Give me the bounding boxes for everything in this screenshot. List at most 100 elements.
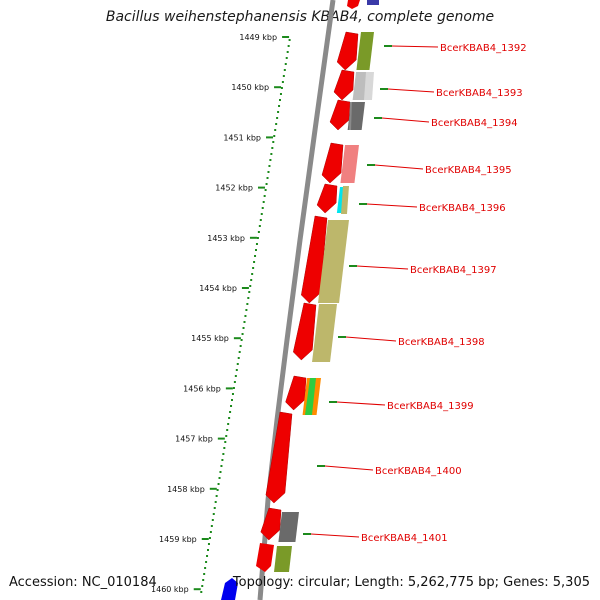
scale-dot	[229, 411, 232, 413]
scale-dot	[241, 333, 244, 335]
scale-dot	[239, 345, 242, 347]
gene-label[interactable]: BcerKBAB4_1400	[375, 466, 462, 477]
gene-label[interactable]: BcerKBAB4_1392	[440, 43, 527, 54]
scale-dot	[242, 327, 245, 329]
scale-dot	[207, 543, 210, 545]
cog-block	[356, 32, 374, 70]
scale-dot	[236, 363, 239, 365]
scale-dot	[204, 567, 207, 569]
cds-arrow-partial-blue	[221, 578, 238, 600]
gene-feature[interactable]	[329, 99, 365, 131]
scale-dot	[207, 549, 209, 551]
gene-feature[interactable]	[333, 69, 369, 101]
scale-dot	[269, 159, 272, 161]
scale-dot	[221, 459, 224, 461]
scale-dot	[231, 393, 234, 395]
gene-label[interactable]: BcerKBAB4_1401	[361, 533, 448, 544]
gene-label[interactable]: BcerKBAB4_1395	[425, 165, 512, 176]
scale-tick-label: 1459 kbp	[159, 535, 197, 544]
scale-dot	[280, 87, 283, 89]
scale-dot	[213, 507, 216, 509]
label-connector	[324, 465, 374, 471]
cog-stripe	[364, 72, 374, 100]
scale-dot	[261, 207, 264, 209]
cog-stripe	[305, 378, 316, 415]
scale-dot	[217, 483, 220, 485]
map-title: Bacillus weihenstephanensis KBAB4, compl…	[105, 9, 495, 25]
scale-dot	[220, 465, 223, 467]
scale-tick-label: 1453 kbp	[207, 234, 245, 243]
scale-dot	[215, 495, 218, 497]
scale-dot	[227, 423, 230, 425]
scale-tick-label: 1460 kbp	[151, 585, 189, 594]
gene-feature[interactable]	[301, 215, 349, 304]
scale-dot	[265, 183, 268, 185]
gene-label[interactable]: BcerKBAB4_1397	[410, 265, 497, 276]
scale-dot	[218, 477, 221, 479]
gene-feature[interactable]	[336, 31, 374, 71]
gene-feature[interactable]	[265, 411, 293, 504]
scale-dot	[235, 369, 238, 371]
gene-label[interactable]: BcerKBAB4_1394	[431, 118, 518, 129]
scale-dot	[247, 297, 250, 299]
scale-dot	[268, 165, 271, 167]
scale-dot	[255, 243, 258, 245]
gene-label[interactable]: BcerKBAB4_1396	[419, 203, 506, 214]
gene-feature[interactable]	[256, 543, 292, 572]
scale-dot	[208, 537, 211, 539]
cds-arrow	[285, 375, 307, 411]
scale-dot	[276, 117, 279, 119]
scale-dot	[230, 405, 233, 407]
cog-block	[312, 304, 337, 362]
gene-labels: BcerKBAB4_1392 BcerKBAB4_1393 BcerKBAB4_13…	[310, 43, 527, 544]
scale-dot	[262, 201, 265, 203]
accession-text: Accession: NC_010184	[9, 575, 157, 590]
scale-dot	[231, 399, 233, 401]
scale-dot	[283, 69, 286, 71]
cog-block	[340, 145, 359, 183]
scale-dot	[219, 471, 222, 473]
cds-arrow	[329, 99, 351, 131]
cog-block	[367, 0, 379, 5]
genome-backbone	[257, 0, 336, 600]
scale-dot	[224, 441, 227, 443]
scale-dot	[237, 357, 240, 359]
gene-feature[interactable]	[285, 375, 321, 415]
cog-stripe	[341, 186, 349, 214]
label-connector	[391, 45, 439, 48]
scale-tick-label: 1451 kbp	[223, 133, 261, 142]
gene-feature[interactable]	[260, 507, 299, 542]
gene-label[interactable]: BcerKBAB4_1398	[398, 337, 485, 348]
scale-tick-label: 1455 kbp	[191, 334, 229, 343]
gene-feature[interactable]	[321, 142, 359, 184]
gene-feature[interactable]	[293, 302, 337, 362]
label-connector	[345, 336, 397, 342]
scale-tick-label: 1452 kbp	[215, 184, 253, 193]
cds-arrow	[336, 31, 359, 71]
gene-label[interactable]: BcerKBAB4_1399	[387, 401, 474, 412]
gene-label[interactable]: BcerKBAB4_1393	[436, 88, 523, 99]
scale-dot	[260, 213, 263, 215]
cds-arrow	[260, 507, 282, 541]
scale-tick-label: 1457 kbp	[175, 435, 213, 444]
scale-dot	[210, 525, 213, 527]
scale-dot	[274, 129, 277, 131]
scale-dot	[232, 387, 235, 389]
scale-dot	[225, 435, 228, 437]
scale-dot	[287, 45, 290, 47]
scale-dot	[248, 291, 251, 293]
cog-block	[347, 102, 365, 130]
scale-dot	[259, 219, 262, 221]
scale-dot	[279, 93, 282, 95]
scale-dot	[233, 381, 236, 383]
scale-dot	[205, 561, 208, 563]
scale-dot	[285, 57, 288, 59]
scale-dot	[264, 189, 267, 191]
scale-dot	[270, 153, 273, 155]
scale-dot	[281, 81, 284, 83]
scale-dot	[201, 585, 204, 587]
scale-dot	[211, 519, 214, 521]
cog-block	[318, 220, 349, 303]
